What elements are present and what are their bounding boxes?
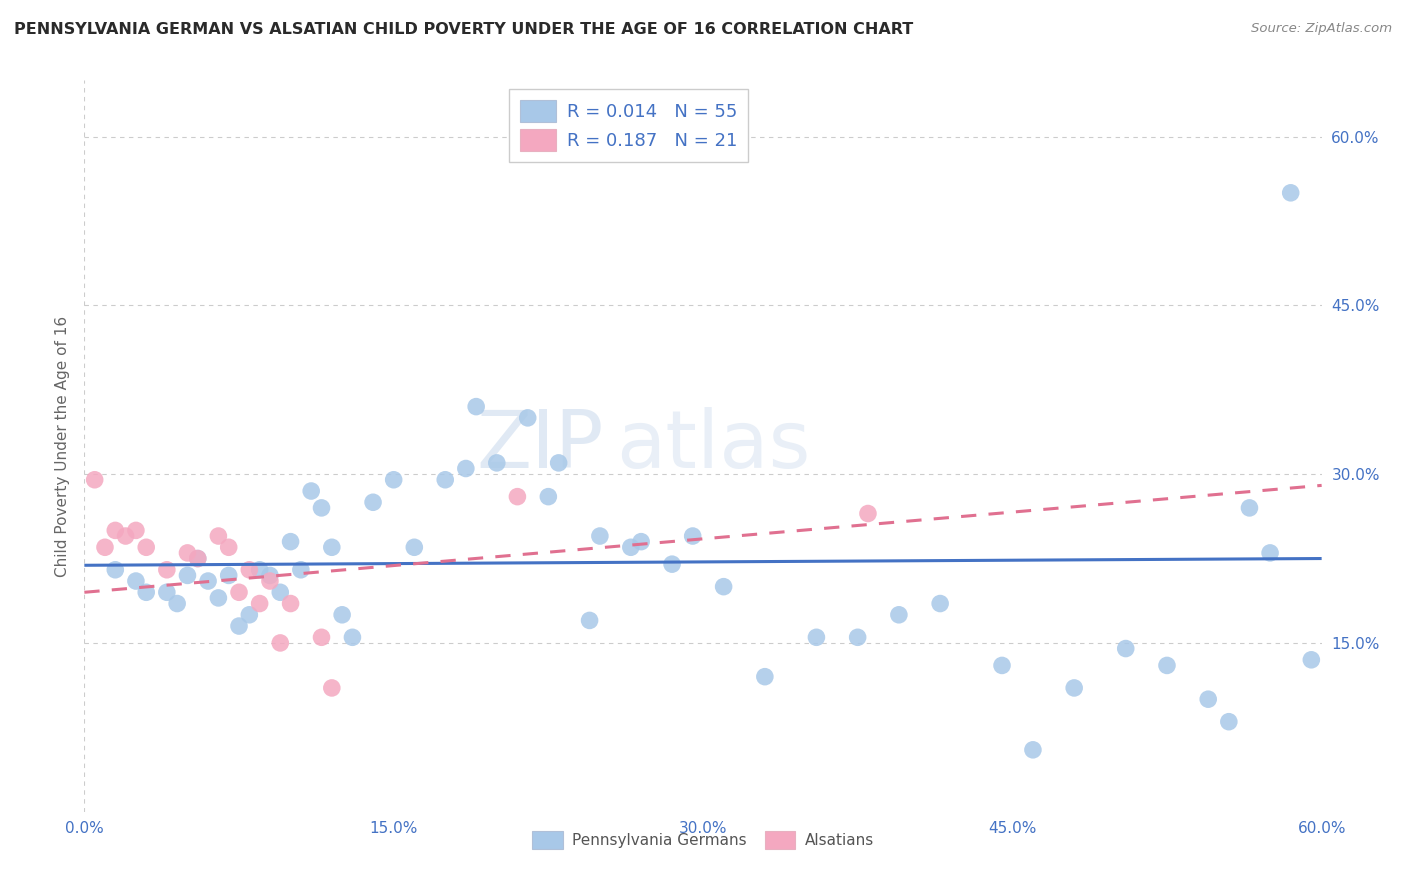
Point: [135, 541, 157, 555]
Point: [104, 563, 127, 577]
Point: [465, 400, 488, 414]
Point: [1156, 658, 1178, 673]
Point: [197, 574, 219, 588]
Point: [454, 461, 477, 475]
Point: [249, 563, 271, 577]
Point: [238, 607, 260, 622]
Point: [176, 568, 198, 582]
Text: ZIP: ZIP: [477, 407, 605, 485]
Point: [269, 636, 291, 650]
Point: [321, 681, 343, 695]
Point: [104, 524, 127, 538]
Y-axis label: Child Poverty Under the Age of 16: Child Poverty Under the Age of 16: [55, 316, 70, 576]
Point: [207, 591, 229, 605]
Point: [228, 585, 250, 599]
Point: [846, 630, 869, 644]
Point: [125, 574, 148, 588]
Point: [176, 546, 198, 560]
Point: [114, 529, 136, 543]
Point: [238, 563, 260, 577]
Point: [259, 574, 281, 588]
Point: [1022, 743, 1045, 757]
Point: [249, 597, 271, 611]
Point: [94, 541, 117, 555]
Point: [187, 551, 209, 566]
Point: [929, 597, 952, 611]
Point: [83, 473, 105, 487]
Point: [991, 658, 1014, 673]
Point: [1258, 546, 1281, 560]
Point: [218, 541, 240, 555]
Point: [218, 568, 240, 582]
Text: Source: ZipAtlas.com: Source: ZipAtlas.com: [1251, 22, 1392, 36]
Point: [856, 507, 879, 521]
Point: [135, 585, 157, 599]
Point: [1279, 186, 1302, 200]
Point: [280, 534, 302, 549]
Point: [404, 541, 426, 555]
Point: [547, 456, 569, 470]
Point: [207, 529, 229, 543]
Text: PENNSYLVANIA GERMAN VS ALSATIAN CHILD POVERTY UNDER THE AGE OF 16 CORRELATION CH: PENNSYLVANIA GERMAN VS ALSATIAN CHILD PO…: [14, 22, 914, 37]
Point: [321, 541, 343, 555]
Point: [661, 557, 683, 571]
Point: [434, 473, 457, 487]
Point: [713, 580, 735, 594]
Point: [537, 490, 560, 504]
Point: [682, 529, 704, 543]
Point: [330, 607, 353, 622]
Point: [382, 473, 405, 487]
Point: [589, 529, 612, 543]
Point: [156, 563, 179, 577]
Point: [166, 597, 188, 611]
Point: [269, 585, 291, 599]
Point: [156, 585, 179, 599]
Point: [361, 495, 384, 509]
Point: [311, 500, 333, 515]
Point: [299, 483, 322, 498]
Point: [506, 490, 529, 504]
Point: [620, 541, 643, 555]
Point: [630, 534, 652, 549]
Point: [259, 568, 281, 582]
Point: [125, 524, 148, 538]
Point: [516, 410, 538, 425]
Text: atlas: atlas: [616, 407, 811, 485]
Point: [311, 630, 333, 644]
Point: [1197, 692, 1219, 706]
Point: [1218, 714, 1240, 729]
Legend: Pennsylvania Germans, Alsatians: Pennsylvania Germans, Alsatians: [526, 824, 880, 855]
Point: [1239, 500, 1261, 515]
Point: [1063, 681, 1085, 695]
Point: [806, 630, 828, 644]
Point: [187, 551, 209, 566]
Point: [578, 614, 600, 628]
Point: [887, 607, 910, 622]
Point: [754, 670, 776, 684]
Point: [290, 563, 312, 577]
Point: [280, 597, 302, 611]
Point: [228, 619, 250, 633]
Point: [1115, 641, 1137, 656]
Point: [342, 630, 364, 644]
Point: [485, 456, 508, 470]
Point: [1301, 653, 1323, 667]
